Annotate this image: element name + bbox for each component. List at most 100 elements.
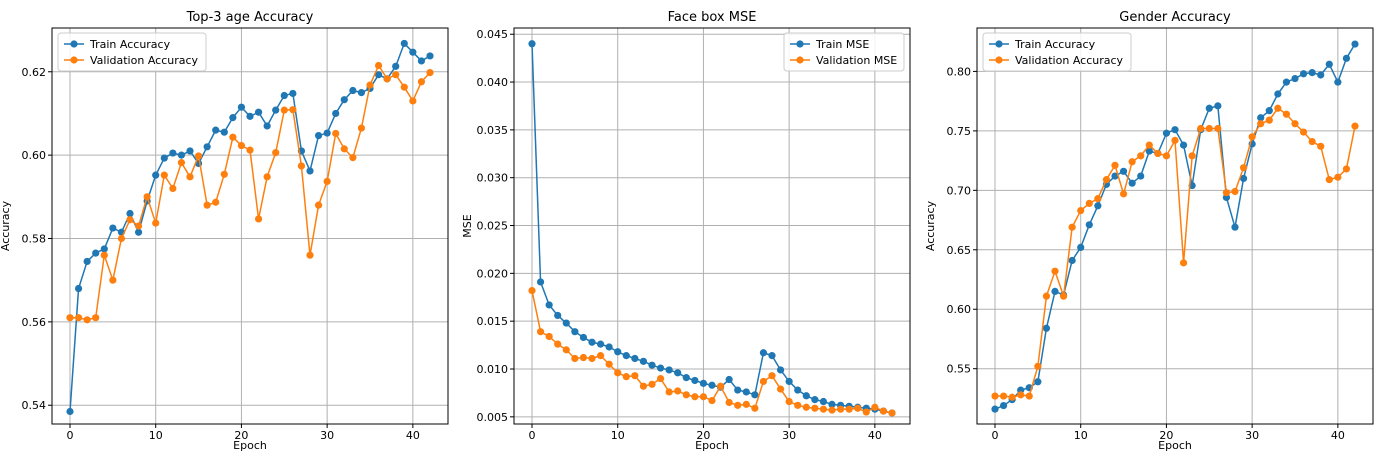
data-point-validation bbox=[802, 403, 810, 411]
y-tick-label: 0.62 bbox=[22, 66, 47, 79]
y-tick-label: 0.75 bbox=[947, 125, 972, 138]
data-point-validation bbox=[631, 372, 639, 380]
legend-box bbox=[783, 32, 905, 72]
series-line-train bbox=[994, 43, 1356, 410]
data-point-validation bbox=[854, 404, 862, 412]
legend-label: Train Accuracy bbox=[89, 38, 171, 51]
data-point-validation bbox=[1051, 267, 1059, 275]
data-point-train bbox=[152, 171, 160, 179]
data-point-train bbox=[674, 369, 682, 377]
data-point-validation bbox=[392, 71, 400, 79]
data-point-validation bbox=[1351, 122, 1359, 130]
data-point-validation bbox=[1265, 116, 1273, 124]
data-point-train bbox=[759, 349, 768, 357]
data-point-validation bbox=[289, 106, 297, 114]
data-point-train bbox=[374, 71, 383, 79]
data-point-validation bbox=[203, 201, 211, 209]
chart-panel-3: 0 10 20 30 40 0.55 0.60 0.65 0.70 0.75 0.80 Gender … bbox=[924, 10, 1374, 452]
x-tick-label: 40 bbox=[868, 429, 882, 442]
data-point-validation bbox=[246, 146, 254, 154]
data-point-validation bbox=[1205, 124, 1213, 133]
data-point-validation bbox=[1162, 152, 1171, 160]
data-point-train bbox=[1265, 107, 1273, 115]
data-point-validation bbox=[194, 152, 203, 160]
legend-swatch-marker bbox=[995, 56, 1003, 64]
x-axis-label: Epoch bbox=[1158, 439, 1192, 452]
data-point-validation bbox=[888, 409, 896, 417]
data-point-validation bbox=[1111, 161, 1119, 169]
data-point-validation bbox=[83, 316, 91, 324]
data-point-train bbox=[528, 40, 536, 48]
data-point-validation bbox=[1342, 165, 1351, 173]
x-tick-label: 0 bbox=[529, 429, 536, 442]
data-point-train bbox=[1274, 90, 1282, 98]
data-point-train bbox=[699, 379, 708, 387]
data-point-train bbox=[828, 400, 836, 408]
data-point-train bbox=[536, 278, 545, 286]
data-point-train bbox=[596, 340, 605, 348]
data-point-train bbox=[177, 151, 186, 159]
data-point-validation bbox=[1308, 137, 1316, 146]
legend-swatch-marker bbox=[70, 56, 78, 64]
data-point-validation bbox=[1017, 391, 1025, 399]
data-point-train bbox=[160, 154, 168, 162]
legend-box bbox=[982, 32, 1132, 72]
data-point-train bbox=[1342, 54, 1351, 62]
data-point-train bbox=[1205, 104, 1213, 112]
data-point-train bbox=[1051, 287, 1059, 296]
data-point-train bbox=[126, 209, 134, 218]
data-point-train bbox=[1094, 202, 1102, 210]
data-point-train bbox=[1231, 223, 1239, 231]
x-axis-label: Epoch bbox=[695, 439, 729, 452]
data-point-validation bbox=[1068, 223, 1076, 231]
legend-label: Validation Accuracy bbox=[1015, 54, 1124, 67]
data-point-validation bbox=[1059, 292, 1068, 300]
data-point-validation bbox=[571, 354, 579, 363]
data-point-validation bbox=[254, 215, 263, 223]
data-point-train bbox=[220, 128, 228, 136]
data-point-validation bbox=[665, 388, 673, 396]
x-tick-label: 30 bbox=[320, 429, 334, 442]
data-point-validation bbox=[725, 398, 733, 407]
x-tick-label: 40 bbox=[1331, 429, 1345, 442]
data-point-validation bbox=[1334, 173, 1342, 181]
data-point-validation bbox=[759, 377, 768, 386]
data-point-train bbox=[1128, 179, 1136, 187]
chart-title: Top-3 age Accuracy bbox=[186, 10, 314, 25]
data-point-validation bbox=[1214, 124, 1222, 133]
y-tick-label: 0.035 bbox=[477, 124, 509, 137]
data-point-validation bbox=[1171, 136, 1179, 144]
x-tick-label: 0 bbox=[992, 429, 999, 442]
series-line-validation bbox=[531, 290, 893, 414]
data-point-validation bbox=[879, 407, 888, 415]
y-tick-label: 0.60 bbox=[947, 303, 972, 316]
x-tick-label: 10 bbox=[611, 429, 625, 442]
data-point-validation bbox=[1137, 152, 1145, 160]
y-tick-label: 0.80 bbox=[947, 65, 972, 78]
data-point-validation bbox=[819, 405, 828, 413]
x-tick-label: 40 bbox=[406, 429, 420, 442]
data-point-validation bbox=[126, 216, 134, 224]
data-point-validation bbox=[323, 177, 331, 185]
y-tick-label: 0.040 bbox=[477, 76, 509, 89]
data-point-train bbox=[409, 48, 417, 56]
data-point-train bbox=[1068, 256, 1076, 265]
y-tick-label: 0.030 bbox=[477, 172, 509, 185]
data-point-train bbox=[186, 147, 194, 155]
data-point-validation bbox=[1317, 142, 1325, 150]
y-tick-label: 0.025 bbox=[477, 220, 509, 233]
data-point-validation bbox=[828, 406, 836, 414]
data-point-train bbox=[254, 108, 263, 116]
y-tick-label: 0.020 bbox=[477, 267, 509, 280]
data-point-train bbox=[991, 405, 999, 413]
data-point-train bbox=[631, 354, 639, 363]
y-tick-label: 0.58 bbox=[22, 233, 47, 246]
data-point-train bbox=[734, 386, 742, 394]
data-point-validation bbox=[1282, 110, 1291, 118]
data-point-validation bbox=[237, 141, 246, 150]
y-tick-label: 0.005 bbox=[477, 411, 509, 424]
data-point-validation bbox=[340, 145, 348, 153]
data-point-train bbox=[306, 167, 314, 175]
data-point-train bbox=[776, 366, 785, 374]
